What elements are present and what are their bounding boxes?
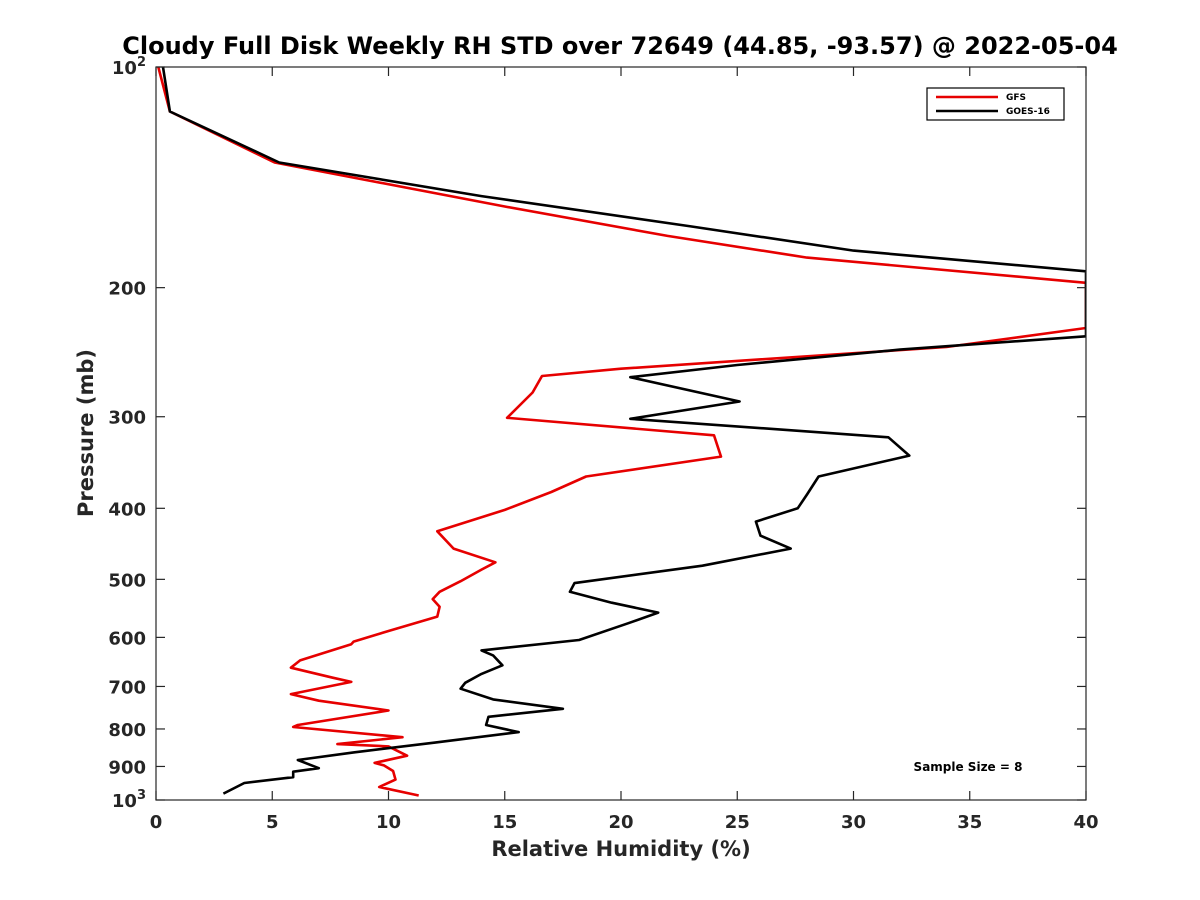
- x-axis: 0 5 10 15 20 25 30 35 40: [150, 67, 1099, 833]
- x-tick-label: 5: [266, 812, 279, 833]
- y-tick-label: 103: [112, 788, 146, 812]
- series-layer: [157, 67, 1086, 797]
- y-tick-label: 200: [108, 279, 146, 300]
- y-tick-label: 500: [108, 570, 146, 591]
- legend: GFS GOES-16: [926, 87, 1065, 121]
- series-line-goes16: [161, 67, 1086, 795]
- sample-size-annotation: Sample Size = 8: [914, 760, 1023, 774]
- x-tick-label: 20: [608, 812, 633, 833]
- y-axis: 102 200 300 400 500 600 700 800 900 103: [108, 55, 1086, 812]
- y-axis-label: Pressure (mb): [74, 349, 98, 517]
- y-tick-label: 600: [108, 628, 146, 649]
- x-tick-label: 40: [1073, 812, 1098, 833]
- y-tick-label: 400: [108, 499, 146, 520]
- chart-title: Cloudy Full Disk Weekly RH STD over 7264…: [122, 32, 1118, 60]
- x-tick-label: 0: [150, 812, 163, 833]
- plot-area: 0 5 10 15 20 25 30 35 40 102 200 300 400 500 600 700 80…: [108, 55, 1098, 833]
- y-tick-label: 300: [108, 408, 146, 429]
- legend-box: [926, 87, 1065, 121]
- x-tick-label: 15: [492, 812, 517, 833]
- x-tick-label: 35: [957, 812, 982, 833]
- y-tick-label: 102: [112, 55, 146, 79]
- y-tick-label: 900: [108, 757, 146, 778]
- legend-label-goes16: GOES-16: [1006, 107, 1050, 117]
- y-tick-label: 800: [108, 720, 146, 741]
- x-tick-label: 10: [376, 812, 401, 833]
- x-tick-label: 30: [841, 812, 866, 833]
- legend-label-gfs: GFS: [1006, 93, 1026, 103]
- x-tick-label: 25: [725, 812, 750, 833]
- y-tick-label: 700: [108, 677, 146, 698]
- x-axis-label: Relative Humidity (%): [491, 837, 750, 861]
